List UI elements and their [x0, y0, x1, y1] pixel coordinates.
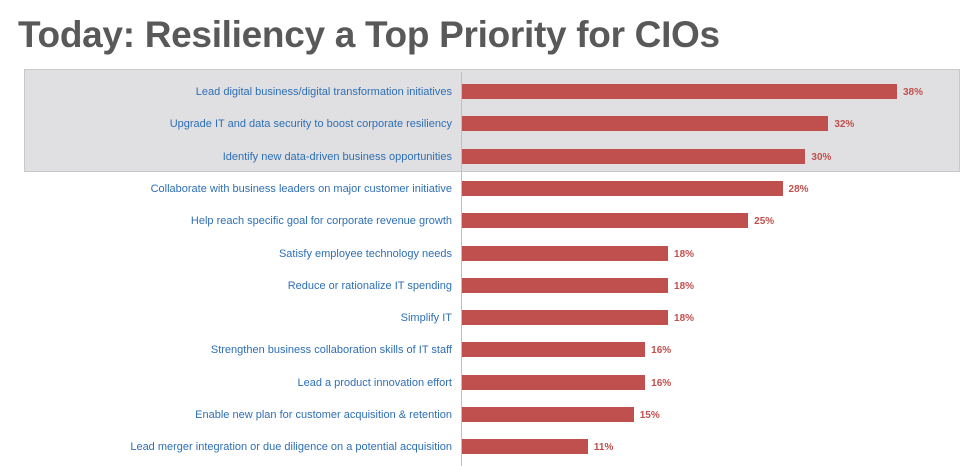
- value-label: 38%: [903, 87, 924, 98]
- bar: [462, 245, 669, 261]
- category-label: Simplify IT: [400, 312, 452, 325]
- value-label: 16%: [651, 377, 672, 389]
- category-label: Help reach specific goal for corporate r…: [190, 215, 452, 228]
- bar: [462, 180, 783, 196]
- category-axis-line: [461, 72, 462, 466]
- category-label: Reduce or rationalize IT spending: [287, 279, 452, 292]
- value-label: 18%: [674, 248, 695, 260]
- bar: [462, 342, 646, 358]
- category-label: Lead digital business/digital transforma…: [195, 86, 452, 98]
- value-label: 25%: [754, 216, 775, 228]
- category-label: Satisfy employee technology needs: [278, 247, 452, 260]
- bar: [462, 407, 634, 422]
- value-label: 16%: [651, 345, 672, 357]
- bar: [462, 310, 669, 326]
- value-label: 32%: [834, 119, 855, 131]
- bar: [462, 116, 829, 132]
- bar: [462, 277, 669, 293]
- bar: [462, 374, 646, 390]
- category-label: Identify new data-driven business opport…: [222, 150, 452, 163]
- value-label: 28%: [788, 183, 809, 195]
- category-label: Collaborate with business leaders on maj…: [150, 182, 452, 195]
- value-label: 11%: [593, 442, 614, 454]
- category-label: Lead a product innovation effort: [297, 376, 452, 389]
- value-label: 30%: [811, 151, 832, 163]
- value-label: 18%: [674, 280, 695, 292]
- category-label: Enable new plan for customer acquisition…: [195, 409, 452, 421]
- value-label: 18%: [674, 313, 695, 325]
- bar: [462, 439, 588, 455]
- bar: [462, 213, 749, 229]
- category-label: Lead merger integration or due diligence…: [130, 441, 452, 454]
- bar: [462, 84, 897, 99]
- category-label: Strengthen business collaboration skills…: [210, 344, 452, 357]
- value-label: 15%: [639, 410, 660, 421]
- page-title: Today: Resiliency a Top Priority for CIO…: [18, 14, 720, 55]
- category-label: Upgrade IT and data security to boost co…: [169, 118, 452, 131]
- bar: [462, 148, 806, 164]
